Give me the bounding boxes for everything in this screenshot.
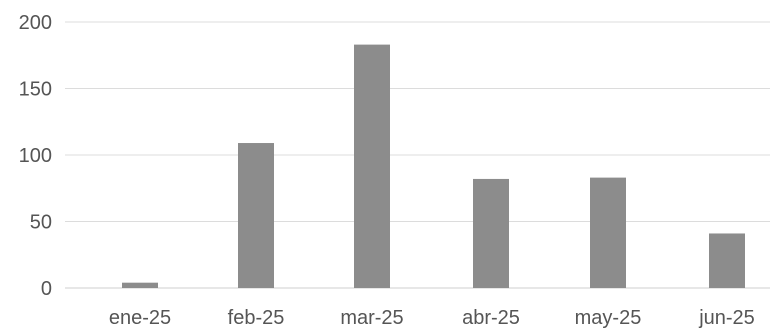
bars [122, 44, 745, 288]
x-tick-label: abr-25 [462, 307, 520, 329]
y-tick-label: 150 [19, 79, 52, 101]
bar-mar-25 [354, 44, 390, 288]
gridlines [65, 21, 770, 289]
x-tick-label: may-25 [575, 307, 642, 329]
x-tick-label: ene-25 [109, 307, 171, 329]
x-axis-ticks: ene-25 feb-25 mar-25 abr-25 may-25 jun-25 [109, 307, 755, 329]
bar-abr-25 [473, 178, 509, 288]
y-tick-label: 50 [30, 212, 52, 234]
bar-jun-25 [709, 233, 745, 288]
bar-ene-25 [122, 282, 158, 288]
x-tick-label: mar-25 [340, 307, 403, 329]
x-tick-label: feb-25 [228, 307, 285, 329]
bar-may-25 [590, 177, 626, 288]
y-tick-label: 100 [19, 145, 52, 167]
y-tick-label: 0 [41, 278, 52, 300]
y-tick-label: 200 [19, 12, 52, 34]
y-axis-ticks: 0 50 100 150 200 [19, 12, 52, 300]
bar-feb-25 [238, 143, 274, 288]
x-tick-label: jun-25 [698, 307, 755, 329]
